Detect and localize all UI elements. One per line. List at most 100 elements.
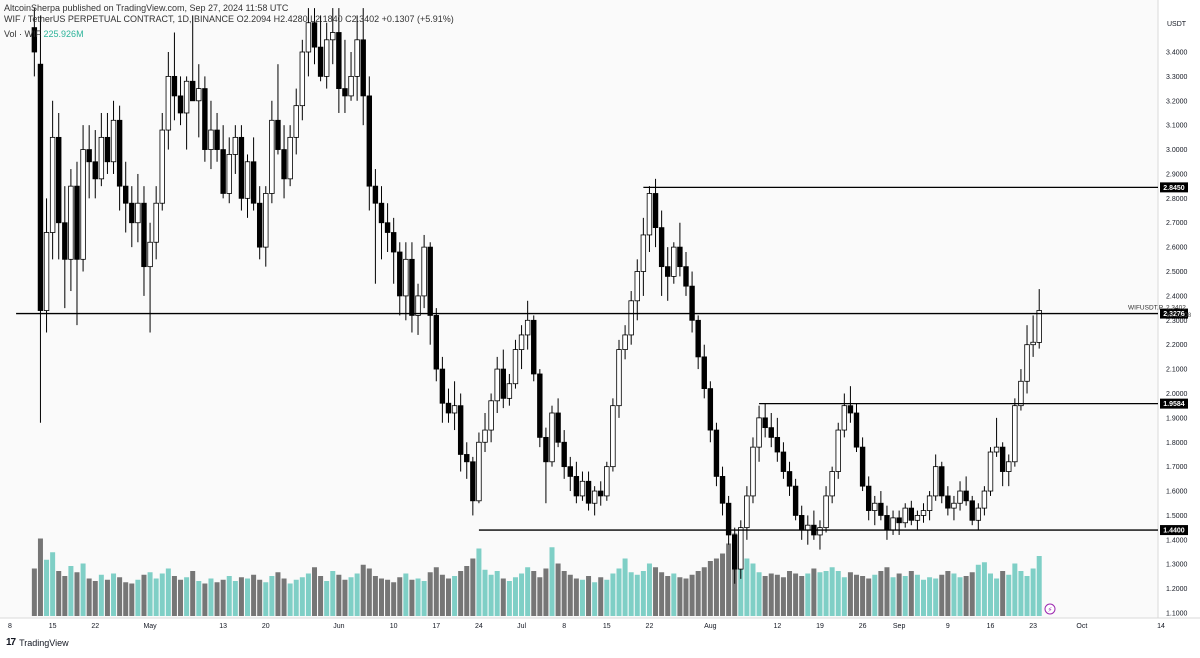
volume-bar bbox=[683, 578, 689, 616]
y-tick-label: 2.9000 bbox=[1166, 171, 1188, 178]
volume-bar bbox=[1018, 571, 1024, 616]
candle-body bbox=[914, 515, 921, 521]
candle-body bbox=[628, 300, 634, 336]
candle-body bbox=[537, 373, 543, 438]
candle-body bbox=[926, 495, 933, 511]
volume-bar bbox=[671, 573, 677, 616]
candle-body bbox=[987, 451, 994, 492]
symbol-title[interactable]: WIF / TetherUS PERPETUAL CONTRACT, 1D, B… bbox=[4, 14, 235, 24]
candle-body bbox=[768, 427, 774, 438]
candle-body bbox=[281, 149, 287, 180]
candle-body bbox=[902, 507, 908, 524]
volume-bar bbox=[312, 567, 317, 616]
volume-bar bbox=[238, 577, 244, 616]
volume-bar bbox=[129, 583, 135, 616]
y-tick-label: 3.1000 bbox=[1166, 123, 1188, 130]
candle-body bbox=[464, 454, 470, 463]
x-tick-label: Oct bbox=[1076, 623, 1087, 630]
candle-body bbox=[451, 405, 458, 414]
price-label-text: 2.3276 bbox=[1163, 311, 1185, 318]
volume-bar bbox=[780, 577, 786, 616]
candle-body bbox=[123, 185, 129, 204]
volume-bar bbox=[415, 578, 421, 616]
candle-body bbox=[488, 400, 494, 431]
volume-bar bbox=[184, 577, 190, 616]
candle-body bbox=[549, 412, 555, 463]
volume-bar bbox=[336, 574, 342, 616]
volume-bar bbox=[470, 558, 476, 616]
y-tick-label: 3.2000 bbox=[1166, 98, 1188, 105]
candle-body bbox=[695, 319, 701, 358]
volume-bar bbox=[403, 573, 409, 616]
volume-bar bbox=[372, 576, 378, 616]
candle-body bbox=[494, 368, 500, 402]
candle-body bbox=[786, 471, 793, 487]
candle-body bbox=[1018, 380, 1024, 407]
candle-body bbox=[482, 429, 488, 443]
volume-bar bbox=[738, 556, 744, 616]
volume-bar bbox=[829, 567, 835, 616]
svg-text:⚡: ⚡ bbox=[1048, 606, 1053, 614]
volume-bar bbox=[774, 574, 780, 616]
volume-bar bbox=[847, 572, 853, 616]
volume-bar bbox=[135, 579, 141, 616]
candle-body bbox=[707, 388, 714, 431]
volume-bar bbox=[921, 579, 926, 616]
candle-body bbox=[226, 154, 232, 194]
flash-icon[interactable]: ⚡ bbox=[1044, 603, 1056, 615]
volume-bar bbox=[555, 563, 561, 616]
candle-body bbox=[348, 75, 354, 97]
candle-body bbox=[780, 451, 787, 472]
volume-bar bbox=[592, 582, 598, 616]
volume-label[interactable]: Vol · WIF bbox=[4, 29, 42, 39]
volume-bar bbox=[159, 573, 165, 616]
candle-body bbox=[677, 246, 683, 268]
candle-body bbox=[317, 46, 324, 77]
volume-bar bbox=[482, 569, 488, 616]
tradingview-footer[interactable]: 17 TradingView bbox=[6, 637, 69, 648]
volume-bar bbox=[165, 568, 171, 616]
volume-bar bbox=[141, 574, 147, 616]
volume-bar bbox=[823, 571, 829, 616]
candle-body bbox=[524, 319, 531, 336]
volume-bar bbox=[896, 573, 902, 616]
volume-bar bbox=[245, 578, 251, 616]
y-tick-label: 3.3000 bbox=[1166, 74, 1188, 81]
volume-bar bbox=[866, 578, 872, 616]
x-axis: 8 15 22 May 13 20 Jun 10 17 24 Jul 8 15 22 Aug 12 19 26 Se… bbox=[8, 623, 1165, 630]
volume-bar bbox=[31, 568, 37, 616]
candle-body bbox=[214, 129, 220, 150]
candle-body bbox=[884, 515, 890, 531]
volume-bar bbox=[506, 581, 512, 616]
volume-bar bbox=[92, 581, 98, 616]
volume-bar bbox=[178, 579, 184, 616]
volume-bar bbox=[117, 577, 123, 616]
volume-bar bbox=[494, 571, 500, 616]
volume-bar bbox=[561, 571, 567, 616]
candle-body bbox=[774, 436, 781, 453]
volume-bar bbox=[567, 574, 573, 616]
candle-body bbox=[634, 271, 640, 302]
volume-bar bbox=[811, 568, 817, 616]
candle-body bbox=[945, 495, 951, 509]
volume-bar bbox=[98, 574, 104, 616]
volume-bar bbox=[987, 573, 993, 616]
candle-body bbox=[518, 334, 525, 350]
candle-layer bbox=[31, 8, 1042, 584]
x-tick-label: 22 bbox=[91, 623, 99, 630]
volume-bar bbox=[196, 581, 202, 616]
y-tick-label: 1.6000 bbox=[1166, 489, 1188, 496]
volume-bar bbox=[628, 572, 634, 616]
candle-body bbox=[683, 266, 689, 287]
candle-body bbox=[756, 417, 762, 448]
volume-bar bbox=[111, 573, 117, 616]
candle-body bbox=[555, 412, 561, 443]
candle-body bbox=[390, 232, 397, 253]
candle-body bbox=[232, 136, 239, 155]
candle-body bbox=[299, 51, 306, 107]
candle-body bbox=[457, 405, 464, 455]
candle-body bbox=[890, 517, 896, 531]
x-tick-label: 17 bbox=[432, 623, 440, 630]
candle-body bbox=[817, 527, 823, 536]
candle-body bbox=[744, 495, 750, 529]
